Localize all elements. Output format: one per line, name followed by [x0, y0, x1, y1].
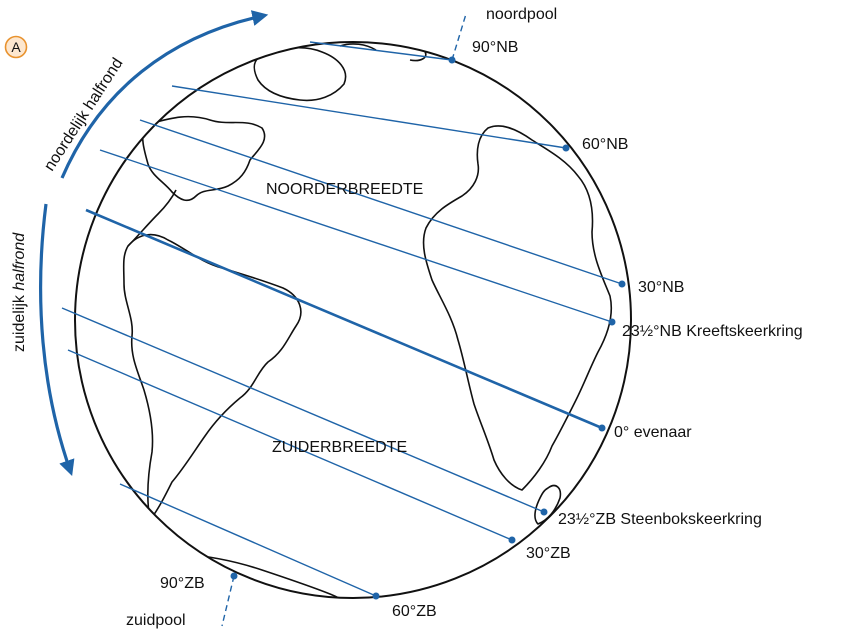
northern-latitude-label: NOORDERBREEDTE	[266, 181, 423, 198]
south-pole-dot	[230, 572, 238, 580]
latitude-line-23n	[99, 149, 613, 323]
axis-north-extension	[451, 13, 467, 61]
southern-hemisphere-arrow	[39, 203, 75, 477]
dot-equator	[598, 424, 606, 432]
label-60n: 60°NB	[582, 136, 628, 153]
latitude-line-23s	[61, 307, 545, 513]
north-pole-label: noordpool	[486, 6, 557, 23]
dot-30s	[508, 536, 516, 544]
latitude-dots	[230, 56, 626, 600]
latitude-lines	[61, 41, 623, 597]
latitude-line-90n	[309, 41, 453, 61]
badge-circle	[4, 35, 28, 59]
north-america-outline	[141, 115, 266, 202]
label-30s: 30°ZB	[526, 545, 571, 562]
latitude-line-60n	[171, 85, 567, 149]
earth-axis	[221, 13, 467, 627]
label-30n: 30°NB	[638, 279, 684, 296]
label-90s: 90°ZB	[160, 575, 205, 592]
south-pole-label: zuidpool	[126, 612, 186, 629]
label-23n: 23½°NB Kreeftskeerkring	[622, 323, 803, 340]
axis-south-extension	[221, 575, 235, 627]
south-america-outline	[122, 233, 302, 521]
latitude-line-30s	[67, 349, 513, 541]
south-tip-outline	[219, 579, 263, 598]
label-60s: 60°ZB	[392, 603, 437, 620]
dot-23n	[608, 318, 616, 326]
figure-badge: A	[4, 35, 28, 59]
globe-outline	[74, 41, 632, 599]
greenland-outline	[253, 46, 347, 102]
dot-60s	[372, 592, 380, 600]
label-23s: 23½°ZB Steenbokskeerkring	[558, 511, 762, 528]
antarctica-outline	[181, 553, 357, 598]
southern-latitude-label: ZUIDERBREEDTE	[272, 439, 407, 456]
latitude-line-60s	[119, 483, 377, 597]
northern-hemisphere-arrow	[60, 10, 269, 179]
central-america-outline	[127, 189, 177, 247]
badge-letter: A	[11, 39, 21, 55]
southern-hemisphere-label-prefix: zuidelijk	[11, 291, 28, 352]
southern-hemisphere-label-suffix: halfrond	[11, 232, 28, 291]
label-90n: 90°NB	[472, 39, 518, 56]
equator-line	[85, 208, 603, 430]
northern-hemisphere-label: noordelijk halfrond	[41, 55, 126, 174]
latitude-line-30n	[139, 119, 623, 285]
label-equator: 0° evenaar	[614, 424, 692, 441]
dot-23s	[540, 508, 548, 516]
southern-hemisphere-label: zuidelijk halfrond	[11, 232, 28, 352]
north-pole-dot	[448, 56, 456, 64]
europe-africa-outline	[422, 125, 613, 491]
dot-60n	[562, 144, 570, 152]
dot-30n	[618, 280, 626, 288]
madagascar-outline	[534, 484, 562, 525]
